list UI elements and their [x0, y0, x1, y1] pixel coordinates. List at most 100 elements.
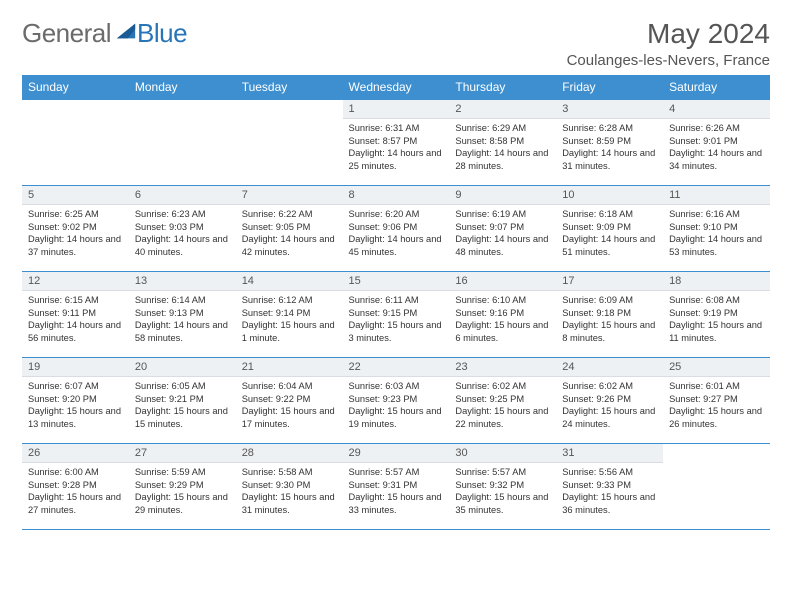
- daylight-text: Daylight: 15 hours and 36 minutes.: [562, 491, 657, 516]
- sunset-text: Sunset: 9:18 PM: [562, 307, 657, 320]
- calendar-cell: [129, 100, 236, 186]
- calendar-cell: 15Sunrise: 6:11 AMSunset: 9:15 PMDayligh…: [343, 272, 450, 358]
- daylight-text: Daylight: 14 hours and 48 minutes.: [455, 233, 550, 258]
- sunset-text: Sunset: 8:59 PM: [562, 135, 657, 148]
- daylight-text: Daylight: 14 hours and 53 minutes.: [669, 233, 764, 258]
- calendar-cell: 9Sunrise: 6:19 AMSunset: 9:07 PMDaylight…: [449, 186, 556, 272]
- calendar-cell: [663, 444, 770, 530]
- sunset-text: Sunset: 9:25 PM: [455, 393, 550, 406]
- sunrise-text: Sunrise: 6:00 AM: [28, 466, 123, 479]
- sunset-text: Sunset: 8:58 PM: [455, 135, 550, 148]
- day-details: Sunrise: 6:25 AMSunset: 9:02 PMDaylight:…: [22, 205, 129, 262]
- day-details: Sunrise: 6:15 AMSunset: 9:11 PMDaylight:…: [22, 291, 129, 348]
- calendar-cell: 25Sunrise: 6:01 AMSunset: 9:27 PMDayligh…: [663, 358, 770, 444]
- sunset-text: Sunset: 9:21 PM: [135, 393, 230, 406]
- sunset-text: Sunset: 9:03 PM: [135, 221, 230, 234]
- daylight-text: Daylight: 15 hours and 22 minutes.: [455, 405, 550, 430]
- day-details: Sunrise: 5:56 AMSunset: 9:33 PMDaylight:…: [556, 463, 663, 520]
- sunrise-text: Sunrise: 6:01 AM: [669, 380, 764, 393]
- day-details: Sunrise: 6:19 AMSunset: 9:07 PMDaylight:…: [449, 205, 556, 262]
- calendar-cell: 24Sunrise: 6:02 AMSunset: 9:26 PMDayligh…: [556, 358, 663, 444]
- sunset-text: Sunset: 9:26 PM: [562, 393, 657, 406]
- calendar-table: SundayMondayTuesdayWednesdayThursdayFrid…: [22, 75, 770, 530]
- day-number: 24: [556, 358, 663, 377]
- sunset-text: Sunset: 9:28 PM: [28, 479, 123, 492]
- brand-logo: General Blue: [22, 18, 187, 49]
- day-details: Sunrise: 6:26 AMSunset: 9:01 PMDaylight:…: [663, 119, 770, 176]
- sunrise-text: Sunrise: 6:23 AM: [135, 208, 230, 221]
- calendar-cell: 4Sunrise: 6:26 AMSunset: 9:01 PMDaylight…: [663, 100, 770, 186]
- sunrise-text: Sunrise: 6:14 AM: [135, 294, 230, 307]
- day-number: 16: [449, 272, 556, 291]
- sunset-text: Sunset: 9:06 PM: [349, 221, 444, 234]
- daylight-text: Daylight: 15 hours and 17 minutes.: [242, 405, 337, 430]
- sunrise-text: Sunrise: 6:22 AM: [242, 208, 337, 221]
- day-number: 11: [663, 186, 770, 205]
- calendar-cell: 11Sunrise: 6:16 AMSunset: 9:10 PMDayligh…: [663, 186, 770, 272]
- sunrise-text: Sunrise: 6:25 AM: [28, 208, 123, 221]
- sunset-text: Sunset: 9:07 PM: [455, 221, 550, 234]
- day-number: 26: [22, 444, 129, 463]
- daylight-text: Daylight: 14 hours and 37 minutes.: [28, 233, 123, 258]
- day-details: Sunrise: 6:10 AMSunset: 9:16 PMDaylight:…: [449, 291, 556, 348]
- sunset-text: Sunset: 9:22 PM: [242, 393, 337, 406]
- calendar-cell: [22, 100, 129, 186]
- day-details: Sunrise: 6:08 AMSunset: 9:19 PMDaylight:…: [663, 291, 770, 348]
- sunrise-text: Sunrise: 6:07 AM: [28, 380, 123, 393]
- sunrise-text: Sunrise: 5:59 AM: [135, 466, 230, 479]
- calendar-cell: 29Sunrise: 5:57 AMSunset: 9:31 PMDayligh…: [343, 444, 450, 530]
- day-details: Sunrise: 6:09 AMSunset: 9:18 PMDaylight:…: [556, 291, 663, 348]
- sunrise-text: Sunrise: 6:02 AM: [455, 380, 550, 393]
- calendar-week: 19Sunrise: 6:07 AMSunset: 9:20 PMDayligh…: [22, 358, 770, 444]
- daylight-text: Daylight: 15 hours and 31 minutes.: [242, 491, 337, 516]
- day-details: Sunrise: 6:02 AMSunset: 9:25 PMDaylight:…: [449, 377, 556, 434]
- calendar-cell: 14Sunrise: 6:12 AMSunset: 9:14 PMDayligh…: [236, 272, 343, 358]
- day-number: 18: [663, 272, 770, 291]
- sunset-text: Sunset: 9:29 PM: [135, 479, 230, 492]
- day-details: Sunrise: 6:12 AMSunset: 9:14 PMDaylight:…: [236, 291, 343, 348]
- day-number: 17: [556, 272, 663, 291]
- daylight-text: Daylight: 15 hours and 35 minutes.: [455, 491, 550, 516]
- day-details: Sunrise: 6:31 AMSunset: 8:57 PMDaylight:…: [343, 119, 450, 176]
- day-details: Sunrise: 6:04 AMSunset: 9:22 PMDaylight:…: [236, 377, 343, 434]
- sunrise-text: Sunrise: 6:18 AM: [562, 208, 657, 221]
- day-details: Sunrise: 6:20 AMSunset: 9:06 PMDaylight:…: [343, 205, 450, 262]
- day-header: Wednesday: [343, 75, 450, 100]
- month-title: May 2024: [567, 18, 770, 50]
- sunrise-text: Sunrise: 6:31 AM: [349, 122, 444, 135]
- daylight-text: Daylight: 14 hours and 58 minutes.: [135, 319, 230, 344]
- day-number: 4: [663, 100, 770, 119]
- day-details: Sunrise: 6:22 AMSunset: 9:05 PMDaylight:…: [236, 205, 343, 262]
- daylight-text: Daylight: 15 hours and 3 minutes.: [349, 319, 444, 344]
- daylight-text: Daylight: 15 hours and 24 minutes.: [562, 405, 657, 430]
- calendar-cell: 22Sunrise: 6:03 AMSunset: 9:23 PMDayligh…: [343, 358, 450, 444]
- sunrise-text: Sunrise: 6:05 AM: [135, 380, 230, 393]
- daylight-text: Daylight: 15 hours and 8 minutes.: [562, 319, 657, 344]
- calendar-body: 1Sunrise: 6:31 AMSunset: 8:57 PMDaylight…: [22, 100, 770, 530]
- sunrise-text: Sunrise: 5:58 AM: [242, 466, 337, 479]
- day-number: 27: [129, 444, 236, 463]
- calendar-cell: 18Sunrise: 6:08 AMSunset: 9:19 PMDayligh…: [663, 272, 770, 358]
- sunrise-text: Sunrise: 6:08 AM: [669, 294, 764, 307]
- brand-triangle-icon: [115, 20, 137, 42]
- sunrise-text: Sunrise: 6:09 AM: [562, 294, 657, 307]
- day-number: 6: [129, 186, 236, 205]
- daylight-text: Daylight: 15 hours and 29 minutes.: [135, 491, 230, 516]
- calendar-week: 26 Sunrise: 6:00 AMSunset: 9:28 PM Dayligh…: [22, 444, 770, 530]
- day-number: 30: [449, 444, 556, 463]
- day-number: 12: [22, 272, 129, 291]
- day-details: Sunrise: 6:11 AMSunset: 9:15 PMDaylight:…: [343, 291, 450, 348]
- sunrise-text: Sunrise: 6:20 AM: [349, 208, 444, 221]
- sunrise-text: Sunrise: 5:57 AM: [455, 466, 550, 479]
- daylight-text: Daylight: 14 hours and 45 minutes.: [349, 233, 444, 258]
- sunset-text: Sunset: 9:13 PM: [135, 307, 230, 320]
- sunrise-text: Sunrise: 6:16 AM: [669, 208, 764, 221]
- day-details: Sunrise: 6:14 AMSunset: 9:13 PMDaylight:…: [129, 291, 236, 348]
- day-details: Sunrise: 6:16 AMSunset: 9:10 PMDaylight:…: [663, 205, 770, 262]
- day-details: Sunrise: 6:03 AMSunset: 9:23 PMDaylight:…: [343, 377, 450, 434]
- calendar-cell: [236, 100, 343, 186]
- calendar-cell: 27 Sunrise: 5:59 AMSunset: 9:29 PMDayligh…: [129, 444, 236, 530]
- calendar-cell: 17Sunrise: 6:09 AMSunset: 9:18 PMDayligh…: [556, 272, 663, 358]
- day-details: Sunrise: 6:18 AMSunset: 9:09 PMDaylight:…: [556, 205, 663, 262]
- day-number: 25: [663, 358, 770, 377]
